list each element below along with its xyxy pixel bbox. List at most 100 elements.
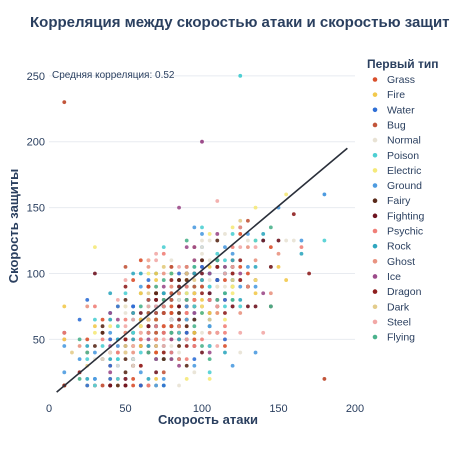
data-point (62, 370, 67, 375)
data-point (100, 317, 105, 322)
legend-label: Electric (387, 165, 421, 177)
data-point (261, 291, 266, 296)
data-point (169, 350, 174, 355)
data-point (77, 317, 82, 322)
data-point (253, 291, 258, 296)
data-point (77, 344, 82, 348)
data-point (177, 304, 181, 309)
legend-item[interactable]: Dragon (372, 286, 422, 298)
data-point (192, 317, 197, 322)
data-point (200, 304, 204, 309)
data-point (230, 232, 235, 236)
data-point (62, 330, 67, 335)
data-point (215, 330, 220, 335)
data-point (93, 383, 97, 388)
data-point (93, 350, 97, 355)
legend-marker (372, 198, 378, 203)
data-point (223, 258, 227, 263)
data-point (93, 271, 97, 276)
data-point (161, 337, 166, 342)
data-point (192, 370, 197, 375)
legend-item[interactable]: Fighting (372, 210, 425, 222)
data-point (177, 330, 181, 335)
data-point (246, 218, 250, 223)
data-point (93, 377, 97, 381)
data-point (238, 330, 243, 335)
data-point (154, 344, 159, 348)
legend-item[interactable]: Dark (372, 301, 410, 313)
legend-label: Fire (387, 89, 405, 101)
legend-item[interactable]: Water (372, 104, 415, 116)
data-point (146, 383, 151, 388)
legend-label: Ground (387, 180, 422, 192)
legend-label: Normal (387, 135, 421, 147)
data-point (207, 357, 212, 362)
data-point (62, 304, 67, 309)
legend-item[interactable]: Electric (372, 165, 422, 177)
data-point (154, 377, 159, 381)
y-tick-label: 100 (27, 268, 45, 280)
correlation-annotation: Средняя корреляция: 0.52 (52, 70, 175, 81)
data-point (207, 291, 212, 296)
data-point (154, 337, 159, 342)
legend-item[interactable]: Ground (372, 180, 422, 192)
data-point (93, 317, 97, 322)
data-point (123, 324, 128, 329)
data-point (154, 258, 159, 263)
data-point (85, 337, 90, 342)
data-point (200, 284, 204, 289)
data-point (284, 238, 289, 243)
data-point (161, 291, 166, 296)
data-point (154, 251, 159, 256)
data-point (100, 337, 105, 342)
data-point (108, 330, 113, 335)
data-point (223, 304, 227, 309)
legend-item[interactable]: Fire (372, 89, 406, 101)
data-point (161, 377, 166, 381)
data-point (123, 317, 128, 322)
data-point (223, 284, 227, 289)
data-point (146, 264, 151, 269)
data-point (261, 330, 266, 335)
data-point (154, 350, 159, 355)
data-point (100, 324, 105, 329)
legend-item[interactable]: Fairy (372, 195, 411, 207)
data-point (108, 383, 113, 388)
x-tick-label: 0 (46, 403, 52, 415)
data-point (322, 377, 327, 381)
data-point (131, 311, 136, 315)
data-point (108, 377, 113, 381)
data-point (192, 258, 197, 263)
data-point (146, 278, 151, 282)
data-point (200, 330, 204, 335)
legend-item[interactable]: Ghost (372, 256, 415, 268)
data-point (207, 258, 212, 263)
data-point (146, 377, 151, 381)
data-point (230, 284, 235, 289)
data-point (161, 344, 166, 348)
data-point (77, 377, 82, 381)
legend-item[interactable]: Poison (372, 150, 420, 162)
legend-label: Ghost (387, 256, 415, 268)
data-point (154, 317, 159, 322)
legend-item[interactable]: Normal (372, 135, 421, 147)
data-point (207, 278, 212, 282)
legend-item[interactable]: Rock (372, 241, 412, 253)
legend-item[interactable]: Grass (372, 74, 415, 86)
data-point (253, 258, 258, 263)
legend-item[interactable]: Steel (372, 316, 411, 328)
data-point (177, 205, 181, 210)
data-point (123, 311, 128, 315)
legend-item[interactable]: Flying (372, 332, 415, 344)
data-point (146, 271, 151, 276)
data-point (184, 344, 189, 348)
legend-item[interactable]: Bug (372, 119, 406, 131)
data-point (115, 344, 120, 348)
data-point (93, 324, 97, 329)
data-point (93, 304, 97, 309)
legend-item[interactable]: Ice (372, 271, 401, 283)
data-point (138, 284, 143, 289)
data-point (299, 251, 304, 256)
legend-item[interactable]: Psychic (372, 226, 423, 238)
data-point (177, 317, 181, 322)
